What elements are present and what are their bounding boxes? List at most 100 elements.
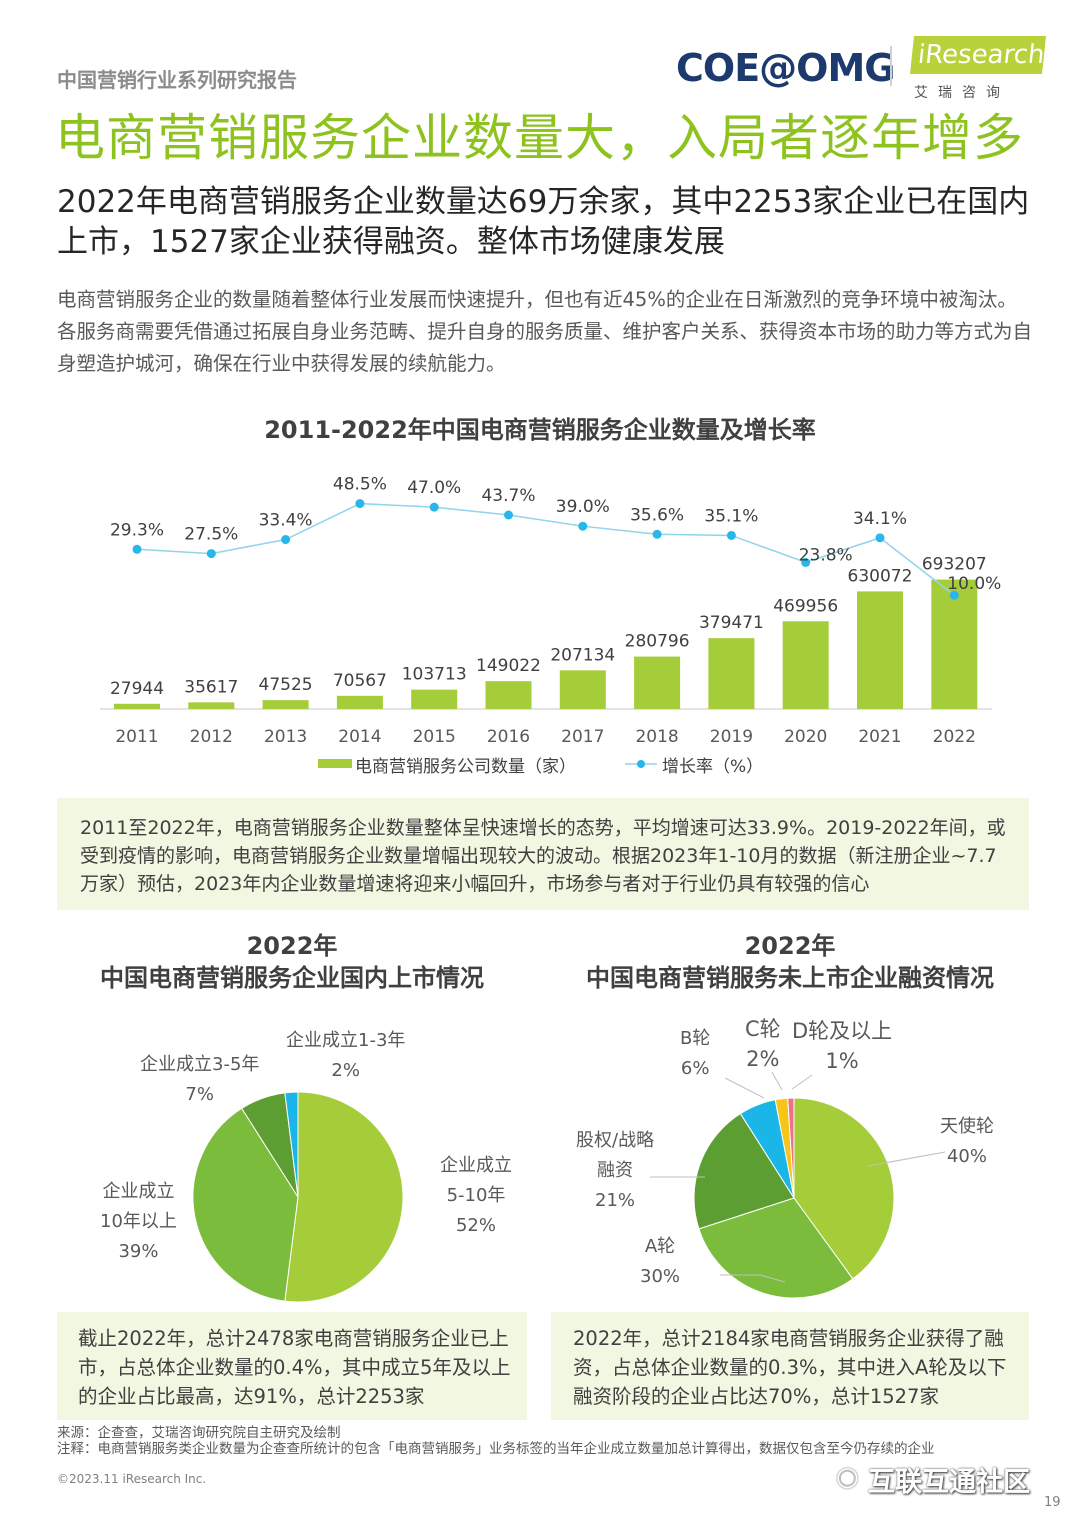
report-series-label: 中国营销行业系列研究报告: [57, 68, 297, 92]
bar-label-2018: 280796: [625, 632, 690, 652]
financing-pie-label-0: 天使轮 40%: [940, 1112, 994, 1172]
x-tick-2016: 2016: [487, 727, 530, 747]
bar-2011: [114, 703, 160, 709]
financing-pie-slice-5: [787, 1097, 795, 1199]
listing-pie-label-2-name-0: 企业成立3-5年: [140, 1054, 260, 1075]
legend-bar-label: 电商营销服务公司数量（家）: [355, 757, 576, 777]
leader-b: [724, 1077, 765, 1099]
listing-pie-slice-3: [284, 1091, 299, 1198]
iresearch-logo-chinese: 艾瑞咨询: [914, 85, 1010, 101]
listing-pie-label-2-pct: 7%: [185, 1084, 214, 1105]
bar-2016: [485, 681, 532, 709]
listing-pie-label-0-name-0: 企业成立: [440, 1155, 512, 1176]
x-tick-2018: 2018: [635, 727, 678, 747]
rate-label-2015: 47.0%: [407, 478, 461, 498]
rate-label-2019: 35.1%: [704, 506, 758, 526]
chart-summary-box: [57, 798, 1029, 910]
bar-2019: [708, 638, 755, 709]
bar-2015: [411, 689, 458, 709]
financing-summary-text: 2022年，总计2184家电商营销服务企业获得了融资，占总体企业数量的0.3%，…: [573, 1327, 1007, 1408]
footnote-note: 注释：电商营销服务类企业数量为企查查所统计的包含「电商营销服务」业务标签的当年企…: [57, 1441, 935, 1457]
listing-pie-label-1-name-0: 企业成立: [102, 1181, 175, 1202]
intro-paragraph: 电商营销服务企业的数量随着整体行业发展而快速提升，但也有近45%的企业在日渐激烈…: [57, 288, 1033, 375]
financing-pie-label-4-pct: 2%: [746, 1047, 780, 1071]
bar-line-chart-title: 2011-2022年中国电商营销服务企业数量及增长率: [264, 416, 816, 444]
bar-label-2013: 47525: [259, 675, 313, 695]
footnote-source: 来源：企查查，艾瑞咨询研究院自主研究及绘制: [57, 1425, 341, 1441]
page-subheadline: 2022年电商营销服务企业数量达69万余家，其中2253家企业已在国内上市，15…: [57, 184, 1030, 260]
leader-c: [771, 1071, 783, 1091]
bar-line-chart: 27944 2011 35617 2012 47525 2013 70567 2014 1037…: [100, 475, 1001, 777]
financing-summary-box: [551, 1312, 1029, 1420]
rate-point-2012: [206, 549, 216, 559]
bar-label-2020: 469956: [773, 596, 838, 616]
pie-charts: [192, 1071, 946, 1303]
growth-rate-line: [136, 502, 955, 596]
bar-label-2015: 103713: [402, 665, 467, 685]
financing-pie-label-2-name-0: 股权/战略: [576, 1130, 655, 1151]
financing-pie-label-5: D轮及以上 1%: [792, 1016, 892, 1076]
chart-summary-text: 2011至2022年，电商营销服务企业数量整体呈快速增长的态势，平均增速可达33…: [80, 817, 1006, 895]
financing-pie-label-3: B轮 6%: [680, 1024, 710, 1084]
financing-pie-label-0-pct: 40%: [946, 1146, 987, 1167]
listing-pie-label-1-pct: 39%: [118, 1241, 159, 1262]
rate-label-2020: 23.8%: [799, 545, 853, 565]
financing-pie-title-main: 中国电商营销服务未上市企业融资情况: [586, 964, 994, 992]
leader-a: [720, 1274, 786, 1283]
rate-label-2012: 27.5%: [184, 525, 238, 545]
bar-2020: [782, 621, 829, 709]
financing-pie-label-1: A轮 30%: [640, 1232, 680, 1292]
listing-pie-label-1: 企业成立 10年以上 39%: [100, 1177, 177, 1267]
bar-2013: [262, 700, 309, 709]
page-number: 19: [1044, 1495, 1061, 1510]
financing-pie-label-2-pct: 21%: [595, 1190, 636, 1211]
rate-label-2014: 48.5%: [333, 475, 387, 495]
bar-label-2021: 630072: [848, 566, 913, 586]
leader-tianshi: [867, 1151, 946, 1167]
financing-pie-title-year: 2022年: [744, 932, 836, 960]
listing-pie-label-2: 企业成立3-5年 7%: [140, 1050, 259, 1110]
bar-label-2014: 70567: [333, 671, 387, 691]
x-tick-2014: 2014: [338, 727, 381, 747]
rate-point-2016: [504, 510, 513, 520]
x-tick-2022: 2022: [933, 727, 976, 747]
listing-pie-label-3-name-0: 企业成立1-3年: [286, 1030, 406, 1051]
financing-pie-slice-0: [793, 1097, 895, 1280]
financing-pie-label-3-pct: 6%: [680, 1058, 710, 1079]
listing-pie-title: 2022年 中国电商营销服务企业国内上市情况: [57, 930, 527, 994]
financing-pie-label-1-pct: 30%: [640, 1266, 681, 1287]
rate-label-2016: 43.7%: [481, 486, 535, 506]
x-tick-2011: 2011: [115, 727, 158, 747]
rate-label-2017: 39.0%: [556, 497, 610, 517]
bar-2012: [188, 702, 235, 709]
financing-pie-label-3-name-0: B轮: [680, 1028, 711, 1049]
rate-point-2021: [875, 533, 885, 543]
x-tick-2015: 2015: [413, 727, 456, 747]
footnotes: 来源：企查查，艾瑞咨询研究院自主研究及绘制 注释：电商营销服务类企业数量为企查查…: [57, 1425, 1057, 1457]
rate-point-2014: [355, 499, 365, 509]
bar-label-2022: 693207: [922, 555, 987, 575]
leader-d: [791, 1074, 813, 1090]
financing-pie-slice-2: [693, 1112, 795, 1230]
listing-pie-label-3: 企业成立1-3年 2%: [286, 1026, 405, 1086]
financing-pie-label-4: C轮 2%: [745, 1014, 781, 1074]
bar-2014: [336, 695, 383, 709]
rate-point-2011: [132, 544, 142, 554]
x-tick-2017: 2017: [561, 727, 604, 747]
listing-summary-box: [57, 1312, 527, 1420]
listing-pie-title-year: 2022年: [246, 932, 338, 960]
listing-pie-label-0: 企业成立 5-10年 52%: [440, 1151, 512, 1241]
rate-point-2017: [578, 521, 588, 531]
rate-label-2011: 29.3%: [110, 520, 164, 540]
financing-pie-label-0-name-0: 天使轮: [940, 1116, 994, 1137]
bar-2021: [857, 591, 903, 709]
iresearch-logo: iResearch: [910, 36, 1046, 74]
financing-pie-slice-1: [698, 1197, 854, 1299]
financing-pie-label-4-name-0: C轮: [745, 1017, 781, 1041]
financing-pie-title: 2022年 中国电商营销服务未上市企业融资情况: [551, 930, 1029, 994]
bar-2018: [634, 656, 681, 709]
listing-pie-label-1-name-1: 10年以上: [100, 1211, 177, 1232]
listing-pie-slice-0: [284, 1091, 404, 1303]
x-tick-2020: 2020: [784, 727, 827, 747]
page-headline: 电商营销服务企业数量大，入局者逐年增多: [55, 109, 1024, 167]
